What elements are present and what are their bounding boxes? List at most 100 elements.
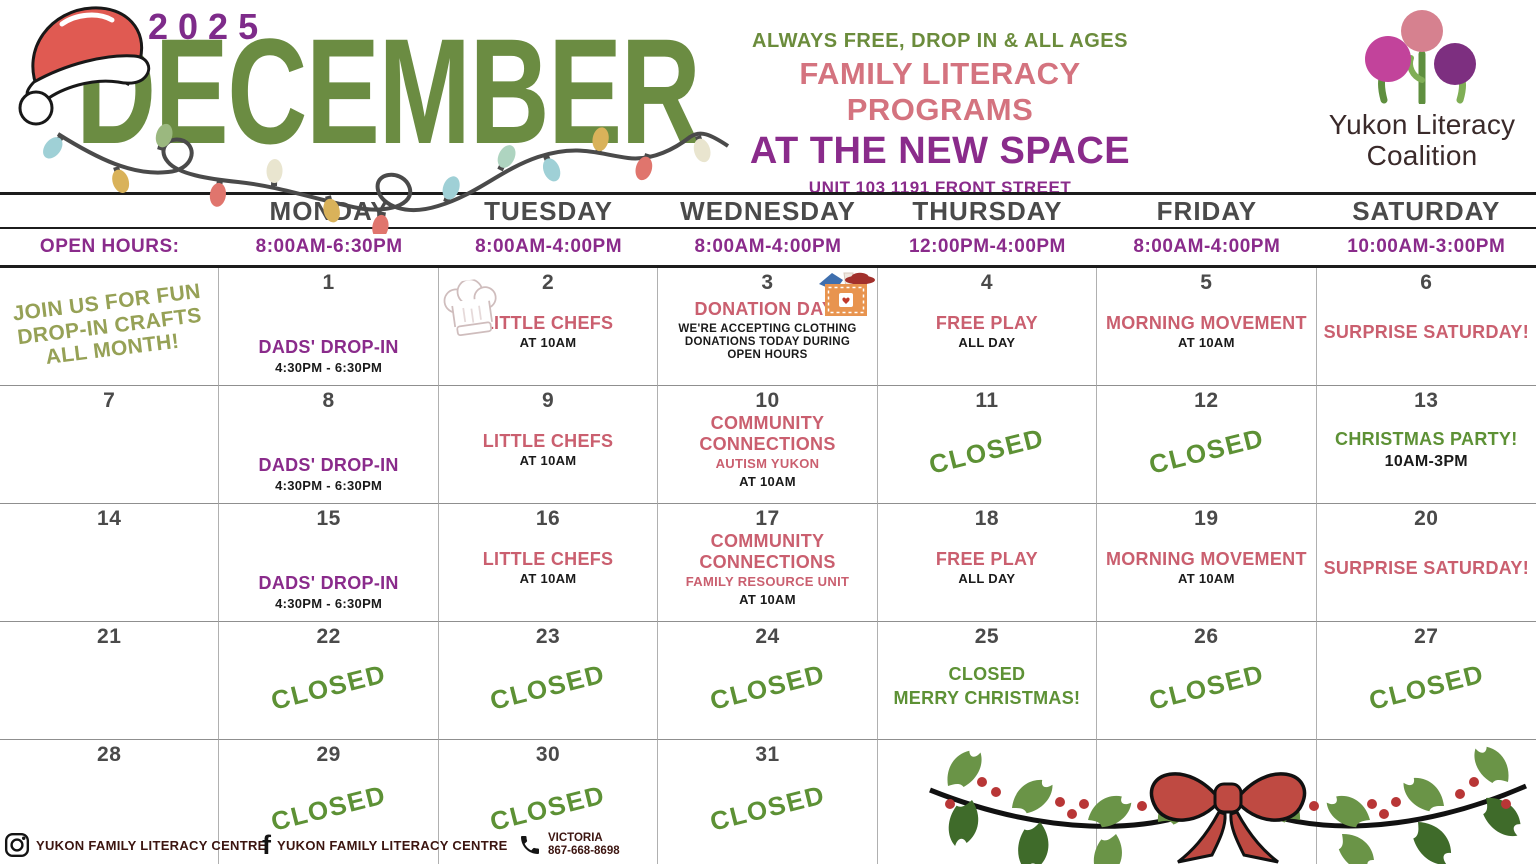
closed-label: CLOSED xyxy=(1145,657,1267,716)
calendar-cell: 19 MORNING MOVEMENT AT 10AM xyxy=(1097,504,1317,622)
calendar-cell xyxy=(1097,740,1317,864)
footer-contacts: YUKON FAMILY LITERACY CENTRE f YUKON FAM… xyxy=(0,828,700,862)
event-text: LITTLE CHEFS xyxy=(482,430,614,451)
date-number: 3 xyxy=(761,271,774,294)
event-text: COMMUNITY CONNECTIONS xyxy=(699,531,836,572)
logo-text-line1: Yukon Literacy xyxy=(1328,109,1516,140)
closed-stamp: CLOSED xyxy=(1145,413,1267,503)
cell-events: FREE PLAY ALL DAY xyxy=(878,295,1096,385)
event-text: 10AM-3PM xyxy=(1384,452,1468,470)
yukon-literacy-coalition-logo: Yukon Literacy Coalition xyxy=(1322,4,1522,172)
calendar-cell: 12 CLOSED xyxy=(1097,386,1317,504)
closed-label: CLOSED xyxy=(926,421,1048,480)
calendar-cell: 17 COMMUNITY CONNECTIONS FAMILY RESOURCE U… xyxy=(658,504,878,624)
cell-events: SURPRISE SATURDAY! xyxy=(1317,295,1536,385)
cell-events: MORNING MOVEMENT AT 10AM xyxy=(1097,295,1315,385)
open-hours-label: OPEN HOURS: xyxy=(0,229,220,268)
closed-label: CLOSED xyxy=(706,657,828,716)
santa-hat-icon xyxy=(18,6,151,126)
cell-events: LITTLE CHEFS AT 10AM xyxy=(439,413,657,503)
event-text: AUTISM YUKON xyxy=(715,456,820,472)
date-number: 24 xyxy=(755,625,780,648)
date-number: 31 xyxy=(755,743,780,766)
date-number: 21 xyxy=(97,625,122,648)
event-text: CHRISTMAS PARTY! xyxy=(1335,428,1518,449)
event-text: DADS' DROP-IN xyxy=(258,573,399,594)
calendar-cell: 23 CLOSED xyxy=(438,622,659,740)
calendar-cell: 20 SURPRISE SATURDAY! xyxy=(1316,504,1536,622)
date-number: 20 xyxy=(1414,507,1439,530)
closed-label: CLOSED xyxy=(1145,421,1267,480)
venue-line: AT THE NEW SPACE xyxy=(749,130,1131,172)
calendar-cell: 11 CLOSED xyxy=(877,386,1098,504)
month-title: DECEMBER xyxy=(76,7,701,175)
closed-stamp: CLOSED xyxy=(1365,649,1487,739)
event-text: 4:30PM - 6:30PM xyxy=(275,478,383,494)
phone-text: VICTORIA 867-668-8698 xyxy=(548,832,620,858)
closed-stamp: CLOSED xyxy=(706,649,828,739)
event-text: AT 10AM xyxy=(519,335,577,351)
event-text: ALL DAY xyxy=(958,571,1016,587)
open-hours-tuesday: 8:00AM-4:00PM xyxy=(438,229,659,268)
closed-label: CLOSED xyxy=(1365,657,1487,716)
date-number: 25 xyxy=(974,625,1000,648)
date-number: 12 xyxy=(1194,389,1219,412)
calendar-cell: 4 FREE PLAY ALL DAY xyxy=(877,268,1098,386)
calendar-cell: 10 COMMUNITY CONNECTIONS AUTISM YUKON AT 10… xyxy=(658,386,878,504)
closed-stamp: CLOSED xyxy=(268,649,389,739)
date-number: 10 xyxy=(755,389,780,412)
program-header: ALWAYS FREE, DROP IN & ALL AGES FAMILY L… xyxy=(712,30,1168,198)
event-text: ALL DAY xyxy=(958,335,1016,351)
event-text: AT 10AM xyxy=(1177,571,1235,587)
calendar-cell: 9 LITTLE CHEFS AT 10AM xyxy=(438,386,659,504)
date-number: 8 xyxy=(322,389,335,412)
cell-events: FREE PLAY ALL DAY xyxy=(878,531,1096,621)
calendar-cell: 14 xyxy=(0,504,220,622)
year-label: 2025 xyxy=(148,6,269,47)
event-text: MORNING MOVEMENT xyxy=(1105,312,1307,333)
event-text: FREE PLAY xyxy=(935,312,1038,333)
cell-events: COMMUNITY CONNECTIONS FAMILY RESOURCE UNI… xyxy=(658,531,876,624)
calendar-cell: 1 DADS' DROP-IN 4:30PM - 6:30PM xyxy=(219,268,439,386)
program-title: FAMILY LITERACY PROGRAMS xyxy=(799,56,1081,127)
calendar-cell: 25 CLOSED MERRY CHRISTMAS! xyxy=(877,622,1098,740)
closed-stamp: CLOSED xyxy=(487,649,608,739)
cell-events: CHRISTMAS PARTY! 10AM-3PM xyxy=(1317,413,1536,503)
date-number: 11 xyxy=(975,389,999,412)
event-text: SURPRISE SATURDAY! xyxy=(1323,557,1529,578)
cell-events: DADS' DROP-IN 4:30PM - 6:30PM xyxy=(219,531,437,621)
closed-stamp: CLOSED xyxy=(1145,649,1267,739)
event-text: LITTLE CHEFS xyxy=(482,548,614,569)
date-number: 9 xyxy=(541,389,555,412)
calendar-cell: 3 DONATION DAY! WE'RE ACCEPTING CLOTHING D… xyxy=(658,268,878,386)
logo-flower-icon xyxy=(1365,10,1476,106)
calendar-cell: 2 LITTLE CHEFS AT 10AM xyxy=(438,268,659,386)
event-text: AT 10AM xyxy=(739,474,796,490)
calendar-cell: JOIN US FOR FUN DROP-IN CRAFTS ALL MONTH! xyxy=(0,268,220,386)
instagram-icon xyxy=(4,832,30,858)
facebook-contact: f YUKON FAMILY LITERACY CENTRE xyxy=(262,828,508,862)
calendar-cell: 29 CLOSED xyxy=(219,740,439,864)
calendar-cell: 18 FREE PLAY ALL DAY xyxy=(877,504,1098,622)
cell-events: LITTLE CHEFS AT 10AM xyxy=(439,295,657,385)
donation-box-icon xyxy=(813,268,875,323)
instagram-contact: YUKON FAMILY LITERACY CENTRE xyxy=(4,828,267,862)
calendar-cell: 31 CLOSED xyxy=(658,740,878,864)
event-text: MORNING MOVEMENT xyxy=(1105,548,1307,569)
day-header-blank xyxy=(0,192,220,229)
event-text: 4:30PM - 6:30PM xyxy=(275,596,383,612)
calendar-cell: 22 CLOSED xyxy=(219,622,439,740)
date-number: 15 xyxy=(316,507,341,530)
cell-events: MORNING MOVEMENT AT 10AM xyxy=(1097,531,1315,621)
date-number: 6 xyxy=(1420,271,1433,294)
day-header-monday: MONDAY xyxy=(219,192,439,229)
event-text: COMMUNITY CONNECTIONS xyxy=(699,413,836,454)
calendar-cell xyxy=(1316,740,1536,864)
open-hours-thursday: 12:00PM-4:00PM xyxy=(877,229,1098,268)
event-text: AT 10AM xyxy=(519,571,577,587)
date-number: 27 xyxy=(1414,625,1439,648)
day-header-wednesday: WEDNESDAY xyxy=(658,192,878,229)
calendar-cell: 27 CLOSED xyxy=(1316,622,1536,740)
date-number: 17 xyxy=(755,507,780,530)
